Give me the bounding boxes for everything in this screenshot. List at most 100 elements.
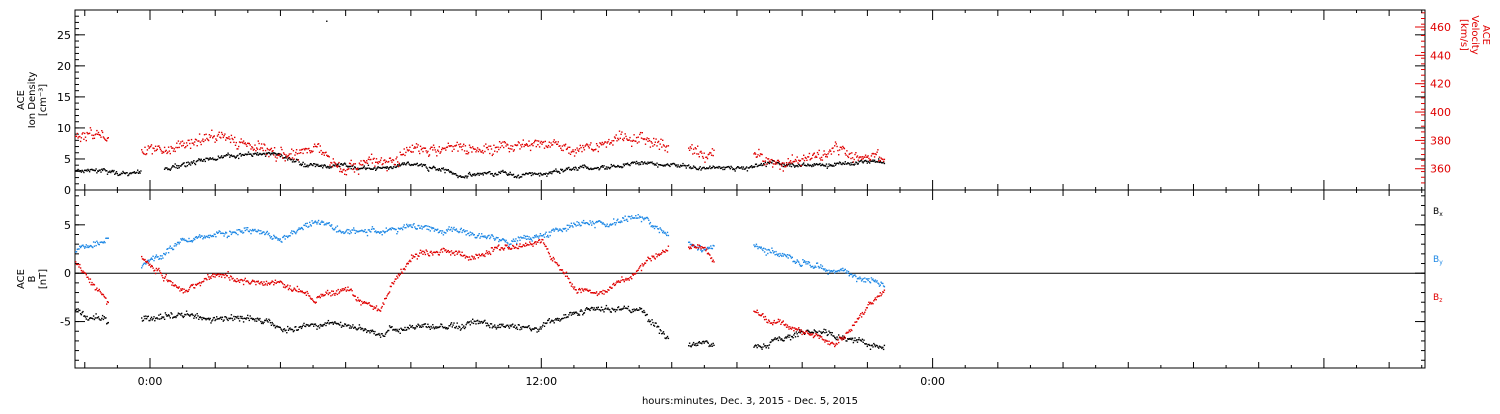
data-point [270,147,273,150]
data-point [499,239,502,242]
data-point [520,146,523,148]
data-point [794,332,796,335]
data-point [654,322,656,324]
data-point [76,263,78,265]
data-point [218,318,220,320]
data-point [432,324,434,326]
data-point [413,147,415,149]
data-point [308,164,310,167]
data-point [281,155,283,157]
data-point [332,290,334,292]
data-point [349,230,352,232]
data-point [209,157,211,159]
data-point [764,315,767,318]
data-point [767,248,770,251]
data-point [392,282,394,284]
data-point [592,292,595,294]
data-point [307,148,309,150]
data-point [591,224,593,226]
data-point [409,259,411,262]
data-point [573,222,575,224]
data-point [545,322,547,325]
data-point [174,284,176,286]
data-point [526,243,528,246]
data-point [767,161,769,164]
data-point [618,221,621,223]
data-point [625,135,627,138]
data-point [376,309,378,312]
data-point [484,235,486,237]
data-point [728,165,730,168]
data-point [417,165,419,167]
data-point [705,156,707,158]
data-point [516,144,518,147]
data-point [416,258,418,260]
data-point [591,149,594,151]
data-point [163,280,165,282]
data-point [243,154,246,156]
data-point [277,326,279,328]
data-point [224,316,226,318]
data-point [516,326,518,328]
data-point [481,151,483,153]
data-point [838,336,841,338]
data-point [212,319,214,321]
data-point [755,243,758,245]
data-point [522,139,524,141]
data-point [859,160,861,162]
data-point [686,165,688,167]
data-point [859,314,861,317]
data-point [755,345,758,347]
data-point [551,172,553,175]
data-point [204,237,206,239]
data-point [278,281,281,284]
data-point [794,336,797,338]
data-point [752,165,754,168]
data-point [75,309,77,312]
data-point [576,221,578,223]
data-point [186,240,189,243]
data-point [827,165,829,168]
data-point [563,144,565,146]
data-point [101,314,104,317]
data-point [172,284,175,287]
data-point [604,141,607,143]
data-point [466,256,468,258]
data-point [252,230,255,232]
data-point [269,148,272,151]
data-point [821,265,824,267]
data-point [397,277,399,279]
data-point [201,140,203,142]
data-point [847,332,849,334]
data-point [494,324,496,326]
data-point [854,163,856,165]
data-point [189,285,192,287]
data-point [851,152,853,154]
data-point [145,153,148,155]
data-point [659,329,661,331]
data-point [710,257,713,259]
data-point [236,229,238,231]
data-point [102,242,105,244]
data-point [688,167,691,169]
data-point [493,175,495,177]
data-point [322,324,325,326]
data-point [816,163,818,165]
data-point [345,325,348,327]
data-point [154,317,157,320]
data-point [587,308,589,310]
data-point [691,344,693,347]
data-point [84,246,87,248]
data-point [679,164,682,166]
data-point [663,232,665,234]
data-point [539,172,542,174]
data-point [785,323,787,325]
data-point [406,262,409,264]
data-point [344,163,347,165]
data-point [141,255,143,258]
data-point [381,163,383,166]
data-point [86,170,88,172]
data-point [247,151,250,153]
data-point [783,324,785,326]
data-point [172,282,174,284]
